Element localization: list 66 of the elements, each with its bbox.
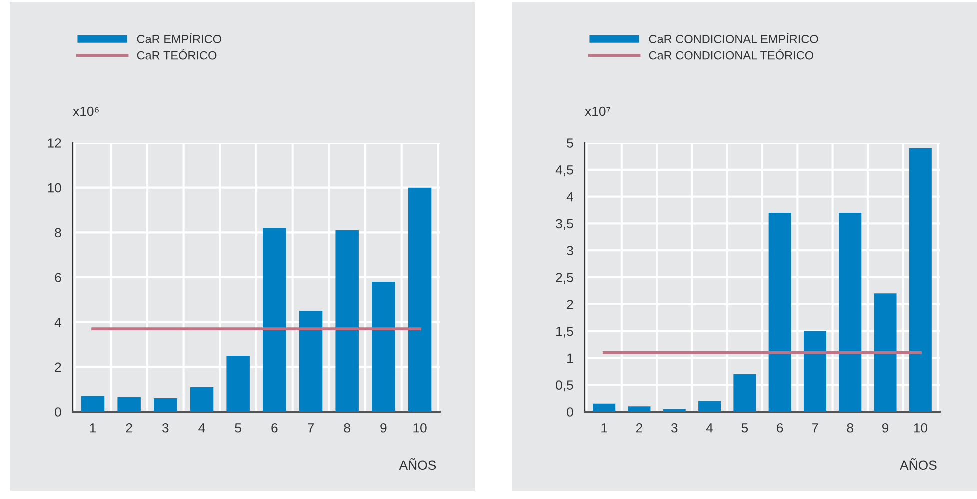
y-tick-label: 5 bbox=[567, 138, 574, 148]
bar bbox=[263, 228, 286, 412]
x-tick-label: 1 bbox=[602, 424, 608, 433]
x-tick-label: 10 bbox=[414, 423, 427, 433]
legend-label: CaR TEÓRICO bbox=[137, 49, 217, 60]
legend-label: CaR CONDICIONAL TEÓRICO bbox=[649, 49, 814, 60]
x-tick-label: 7 bbox=[308, 424, 314, 433]
x-tick-label: 3 bbox=[671, 423, 678, 433]
bar bbox=[698, 401, 722, 412]
bar bbox=[628, 406, 651, 412]
bar bbox=[839, 212, 862, 412]
bar bbox=[336, 230, 359, 412]
x-tick-label: 4 bbox=[198, 424, 206, 433]
legend-label: CaR EMPÍRICO bbox=[137, 33, 222, 44]
bar bbox=[190, 387, 214, 412]
bar bbox=[299, 311, 323, 412]
y-tick-label: 1,5 bbox=[556, 327, 574, 338]
bar bbox=[81, 396, 105, 412]
x-tick-label: 8 bbox=[847, 423, 854, 433]
bar bbox=[909, 148, 932, 412]
x-tick-label: 9 bbox=[380, 423, 387, 433]
x-tick-label: 5 bbox=[235, 424, 242, 433]
bar bbox=[226, 356, 250, 412]
y-tick-label: 2,5 bbox=[556, 273, 574, 284]
y-tick-label: 0 bbox=[567, 408, 574, 417]
bar bbox=[768, 212, 792, 412]
y-axis-title: x10⁷ bbox=[585, 106, 611, 116]
bar bbox=[593, 404, 616, 412]
y-tick-label: 4 bbox=[566, 192, 574, 202]
x-tick-label: 9 bbox=[882, 423, 889, 433]
bar bbox=[804, 331, 826, 412]
x-tick-label: 5 bbox=[742, 424, 748, 433]
x-tick-label: 10 bbox=[914, 423, 928, 433]
y-tick-label: 4 bbox=[54, 318, 62, 328]
x-tick-label: 1 bbox=[90, 424, 96, 433]
y-tick-label: 2 bbox=[567, 300, 574, 310]
x-tick-label: 2 bbox=[636, 423, 642, 433]
y-tick-label: 3,5 bbox=[556, 219, 574, 230]
y-tick-label: 1 bbox=[568, 354, 574, 363]
bar bbox=[663, 409, 686, 412]
bar bbox=[874, 294, 897, 412]
x-tick-label: 2 bbox=[126, 423, 132, 433]
x-tick-label: 7 bbox=[812, 424, 818, 433]
y-tick-label: 8 bbox=[55, 228, 62, 238]
x-axis-title: AÑOS bbox=[399, 458, 436, 470]
y-tick-label: 0,5 bbox=[556, 380, 574, 392]
y-tick-label: 4,5 bbox=[556, 166, 574, 176]
bar bbox=[154, 398, 178, 412]
y-tick-label: 2 bbox=[55, 362, 62, 372]
bar bbox=[408, 188, 432, 412]
bar bbox=[734, 374, 756, 412]
y-tick-label: 0 bbox=[55, 408, 62, 417]
x-tick-label: 8 bbox=[344, 423, 350, 433]
x-axis-title: AÑOS bbox=[900, 458, 937, 470]
y-tick-label: 6 bbox=[55, 273, 62, 282]
y-tick-label: 12 bbox=[48, 138, 62, 148]
y-axis-title: x10⁶ bbox=[73, 106, 99, 116]
x-tick-label: 3 bbox=[162, 423, 169, 433]
y-tick-label: 3 bbox=[567, 246, 574, 256]
x-tick-label: 4 bbox=[706, 424, 714, 433]
x-tick-label: 6 bbox=[777, 423, 784, 433]
x-tick-label: 6 bbox=[272, 423, 278, 433]
legend-label: CaR CONDICIONAL EMPÍRICO bbox=[649, 33, 818, 44]
bar bbox=[372, 282, 396, 412]
bar bbox=[118, 397, 141, 412]
y-tick-label: 10 bbox=[48, 183, 62, 193]
